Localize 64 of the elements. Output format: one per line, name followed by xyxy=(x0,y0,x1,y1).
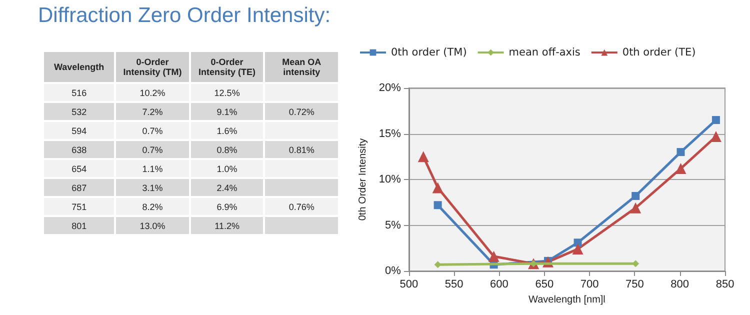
text: 594 xyxy=(72,126,87,136)
text: 1.0% xyxy=(216,164,238,174)
text: 801 xyxy=(72,220,87,230)
category-label: 0-Order Intensity (TM) xyxy=(116,52,189,82)
text: 2.4% xyxy=(216,182,238,192)
text: 7.2% xyxy=(142,106,163,116)
y-tick-label: 20% xyxy=(378,82,402,94)
text: 11.2% xyxy=(214,220,240,230)
y-tick-label: 10% xyxy=(378,174,402,186)
text: 0.81% xyxy=(288,144,314,154)
y-axis-title: 0th Order Intensity xyxy=(358,138,368,221)
text: 516 xyxy=(72,88,87,98)
y-tick-label: 0% xyxy=(385,265,402,277)
text: 654 xyxy=(72,164,87,174)
x-axis-title: Wavelength [nm]l xyxy=(528,294,606,306)
text: 1.6% xyxy=(216,126,238,136)
text: 1.1% xyxy=(142,164,163,174)
legend-label: 0th order (TM) xyxy=(391,46,467,58)
text: 638 xyxy=(72,144,87,154)
x-tick-label: 550 xyxy=(444,278,464,290)
x-tick-label: 650 xyxy=(535,278,554,290)
text: 3.1% xyxy=(142,182,163,192)
text: 0.8% xyxy=(216,144,238,154)
point xyxy=(434,261,442,268)
point xyxy=(418,151,429,162)
text: 13.0% xyxy=(140,220,166,230)
legend-label: 0th order (TE) xyxy=(622,46,696,58)
text: 12.5% xyxy=(214,88,240,98)
text: 6.9% xyxy=(216,202,238,212)
category-label: 0-Order Intensity (TE) xyxy=(190,52,264,82)
text: 10.2% xyxy=(140,88,166,98)
text: Diffraction Zero Order Intensity: xyxy=(38,4,331,28)
text: 0.7% xyxy=(142,144,163,154)
text: 0.76% xyxy=(288,202,314,212)
point xyxy=(574,238,582,247)
point xyxy=(632,260,640,268)
x-tick-label: 750 xyxy=(626,278,644,290)
y-tick-label: 5% xyxy=(385,219,402,232)
text: 532 xyxy=(72,106,87,116)
point xyxy=(675,163,686,174)
text: 0.7% xyxy=(142,126,163,136)
category-label: Mean OA intensity xyxy=(265,52,338,82)
text: 687 xyxy=(72,182,87,192)
category-label: Wavelength xyxy=(44,52,114,82)
x-tick-label: 700 xyxy=(580,278,599,290)
point xyxy=(676,148,685,156)
text: 0.72% xyxy=(288,106,314,116)
point xyxy=(710,130,722,142)
x-tick-label: 600 xyxy=(490,278,508,290)
text: 751 xyxy=(72,202,87,212)
x-tick-label: 500 xyxy=(400,278,418,290)
point xyxy=(432,182,444,194)
y-tick-label: 15% xyxy=(378,128,402,140)
legend-label: mean off-axis xyxy=(508,46,580,58)
point xyxy=(632,192,640,200)
x-tick-label: 800 xyxy=(670,278,690,290)
x-tick-label: 850 xyxy=(716,278,734,290)
point xyxy=(434,201,442,210)
point xyxy=(572,244,584,255)
text: 8.2% xyxy=(142,202,163,212)
point xyxy=(630,202,642,214)
point xyxy=(488,250,500,262)
text: 9.1% xyxy=(216,106,238,116)
point xyxy=(712,116,720,124)
